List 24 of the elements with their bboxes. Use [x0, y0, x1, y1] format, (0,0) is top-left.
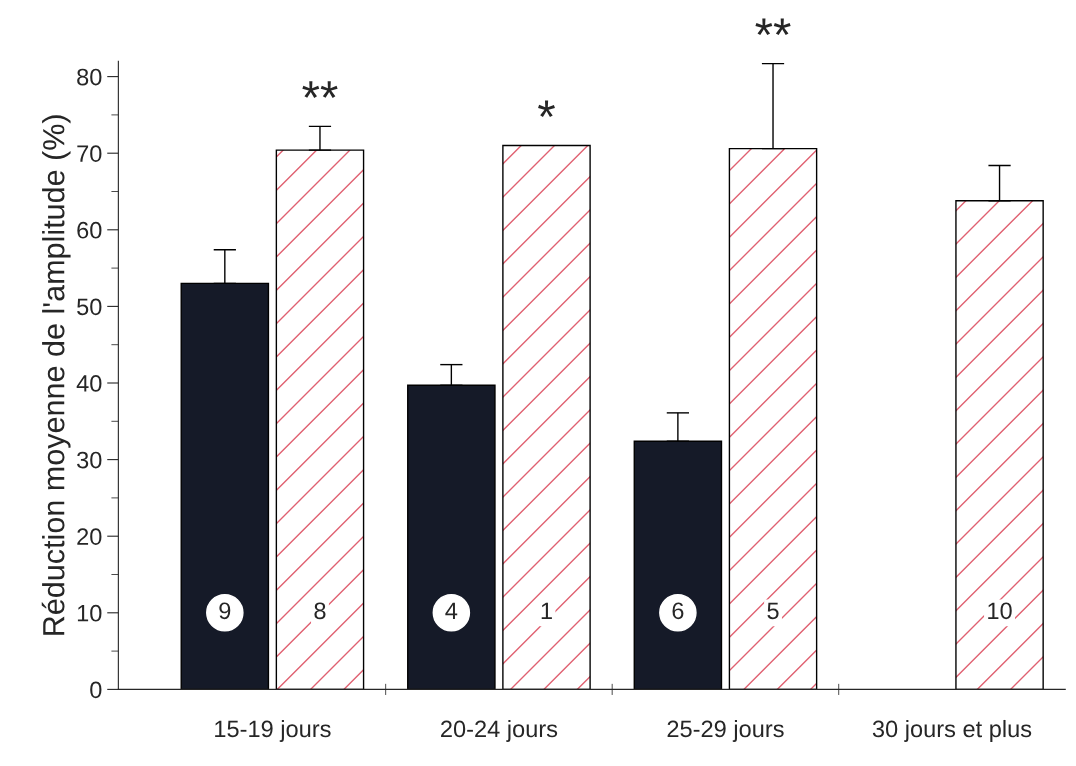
y-tick-label: 80 [77, 68, 102, 86]
x-tick-label: 25-29 jours [667, 719, 784, 742]
x-tick-label: 20-24 jours [441, 719, 558, 742]
annotation: 8 [314, 602, 326, 620]
annotation: 9 [219, 602, 231, 620]
annotation: 6 [672, 602, 684, 620]
y-tick-label: 0 [90, 681, 102, 699]
y-tick-label: 60 [77, 221, 102, 239]
y-tick-label: 20 [77, 528, 102, 545]
y-tick-label: 50 [77, 298, 102, 316]
annotation: * [538, 100, 555, 118]
annotation: 10 [988, 602, 1012, 620]
annotation: 4 [445, 602, 458, 619]
x-tick-label: 30 jours et plus [872, 719, 1032, 742]
y-tick-label: 40 [76, 375, 102, 392]
annotation: 5 [767, 602, 779, 620]
annotation: ** [755, 18, 791, 36]
y-tick-label: 70 [77, 145, 102, 162]
annotation: ** [302, 81, 338, 98]
y-axis-title: Réduction moyenne de l'amplitude (%) [41, 115, 71, 635]
y-tick-label: 10 [77, 604, 102, 622]
x-tick-label: 15-19 jours [215, 719, 331, 742]
y-tick-label: 30 [77, 451, 102, 469]
annotation: 1 [541, 602, 552, 619]
